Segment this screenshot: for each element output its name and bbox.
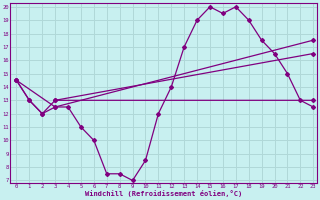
- X-axis label: Windchill (Refroidissement éolien,°C): Windchill (Refroidissement éolien,°C): [85, 190, 242, 197]
